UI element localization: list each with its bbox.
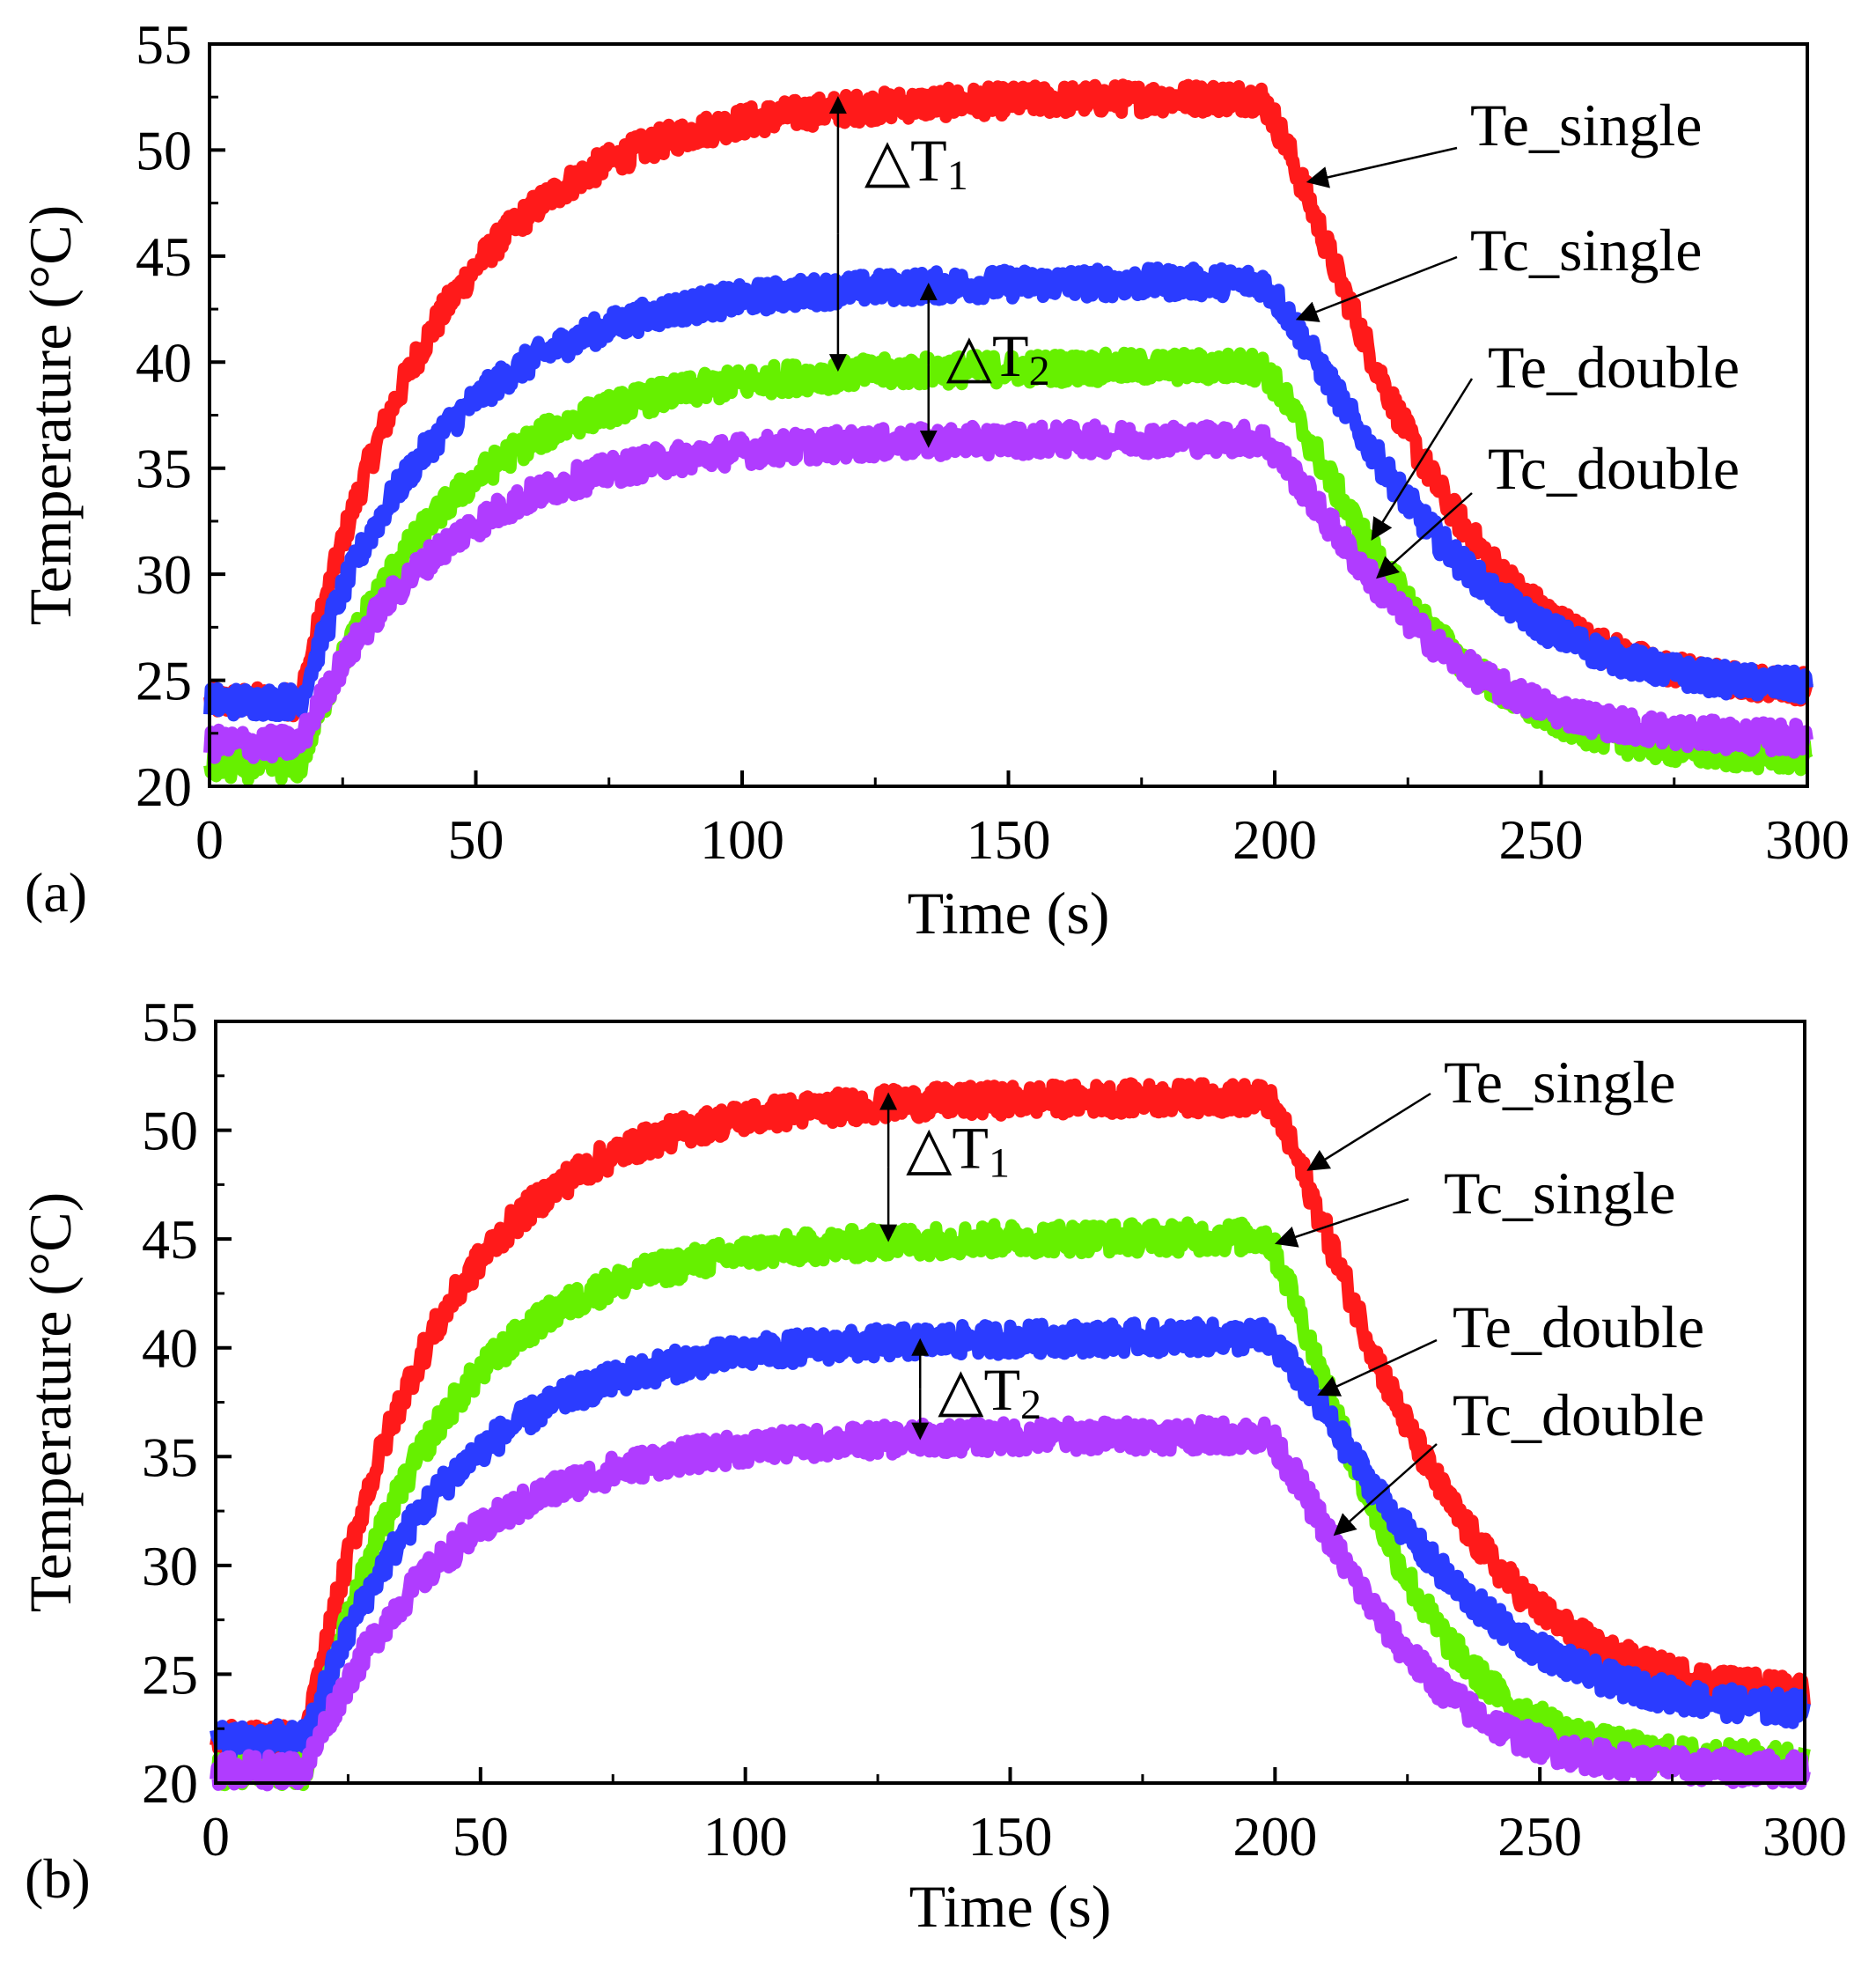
series-line-te-single (210, 1077, 1811, 1761)
callout-label-tc-double: Tc_double (1488, 435, 1740, 502)
series-line-te-double (210, 1315, 1811, 1761)
callout-arrow (1371, 378, 1474, 541)
y-tick-label: 20 (142, 1752, 198, 1815)
x-tick-label: 100 (703, 1805, 788, 1868)
callout-label-tc-single: Tc_single (1444, 1160, 1675, 1227)
x-axis-title: Time (s) (908, 880, 1110, 947)
x-tick-label: 100 (700, 808, 784, 871)
y-tick-label: 35 (142, 1426, 198, 1488)
series-line-tc-single (203, 262, 1813, 722)
y-tick-label: 30 (142, 1535, 198, 1597)
callout-arrow (1306, 1092, 1431, 1171)
x-tick-label: 50 (452, 1805, 509, 1868)
y-tick-label: 55 (136, 13, 192, 76)
callout-arrow (1317, 1338, 1438, 1397)
y-tick-label: 45 (142, 1208, 198, 1271)
callout-arrow (1306, 146, 1458, 188)
callout-label-te-double: Te_double (1453, 1293, 1704, 1360)
callout-label-te-single: Te_single (1444, 1049, 1675, 1116)
y-tick-label: 25 (142, 1643, 198, 1706)
y-tick-label: 45 (136, 225, 192, 288)
x-axis-title: Time (s) (909, 1873, 1112, 1940)
callout-label-te-double: Te_double (1488, 334, 1740, 401)
x-tick-label: 150 (967, 808, 1051, 871)
callout-arrow (1333, 1443, 1438, 1537)
y-tick-label: 35 (136, 438, 192, 500)
y-axis-title: Temperature (°C) (17, 205, 84, 625)
x-tick-label: 0 (195, 808, 224, 871)
callout-arrow (1274, 1198, 1409, 1248)
delta-label-2: △T2 (946, 322, 1050, 394)
y-tick-label: 40 (142, 1317, 198, 1380)
x-tick-label: 300 (1765, 808, 1850, 871)
y-tick-label: 20 (136, 755, 192, 818)
callout-label-te-single: Te_single (1470, 92, 1702, 158)
callout-label-tc-double: Tc_double (1453, 1382, 1704, 1448)
panel-a: 0 50 100 150 200 250 300 20 25 30 35 40 45 50 55 Time (… (17, 13, 1850, 947)
y-tick-label: 55 (142, 991, 198, 1053)
series-line-tc-double (210, 1414, 1811, 1792)
x-tick-label: 0 (202, 1805, 230, 1868)
y-tick-label: 30 (136, 543, 192, 606)
y-axis-title: Temperature (°C) (17, 1192, 84, 1612)
x-tick-label: 200 (1232, 808, 1317, 871)
y-tick-label: 50 (136, 119, 192, 181)
panel-label: (b) (25, 1847, 91, 1910)
callout-arrow (1295, 255, 1458, 322)
x-tick-label: 50 (448, 808, 504, 871)
y-tick-label: 50 (142, 1100, 198, 1162)
delta-label-1: △T1 (906, 1115, 1010, 1187)
panel-label: (a) (25, 861, 87, 924)
callout-arrow (1376, 492, 1473, 579)
x-tick-label: 250 (1497, 1805, 1582, 1868)
y-tick-label: 40 (136, 331, 192, 394)
panel-b: 0 50 100 150 200 250 300 20 25 30 35 40 45 50 55 Time (… (17, 991, 1847, 1940)
delta-label-2: △T2 (938, 1356, 1041, 1428)
y-tick-label: 25 (136, 650, 192, 712)
delta-label-1: △T1 (864, 127, 968, 199)
x-tick-label: 300 (1762, 1805, 1847, 1868)
x-tick-label: 150 (968, 1805, 1053, 1868)
x-tick-label: 200 (1232, 1805, 1317, 1868)
series-line-tc-double (203, 418, 1813, 764)
callout-label-tc-single: Tc_single (1470, 217, 1702, 284)
x-tick-label: 250 (1499, 808, 1584, 871)
